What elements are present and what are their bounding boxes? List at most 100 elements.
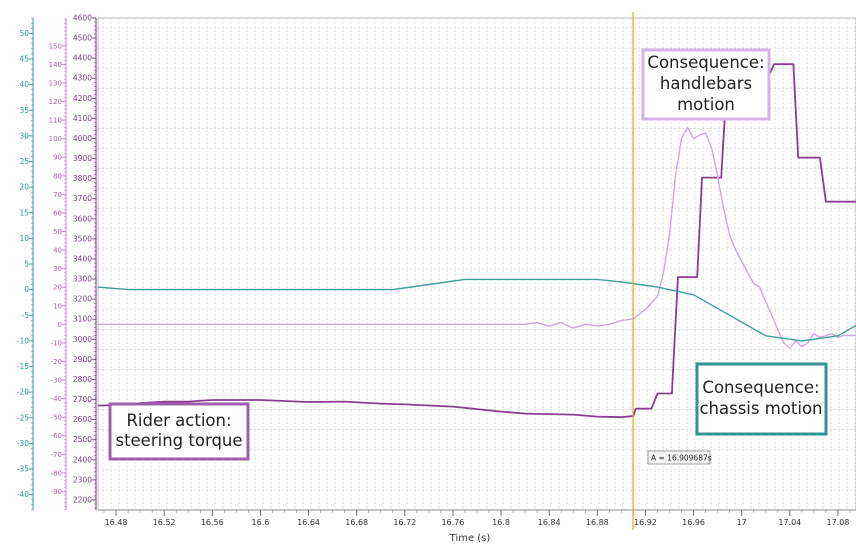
y-tick-label-teal: 0 [24,285,29,294]
y-tick-label-violet: 130 [49,79,62,87]
y-tick-label-purple: 3200 [73,295,92,304]
annotation-text: handlebars [660,74,752,93]
annotation-text: Consequence: [647,53,764,72]
y-tick-label-purple: 3500 [73,234,92,243]
y-tick-label-teal: 30 [19,131,29,140]
y-tick-label-violet: 80 [53,172,62,180]
y-tick-label-purple: 3300 [73,275,92,284]
annotation-text: steering torque [115,431,242,450]
y-tick-label-teal: -5 [22,311,30,320]
y-tick-label-violet: 0 [58,321,62,329]
y-tick-label-teal: -15 [17,362,29,371]
y-tick-label-teal: 10 [19,234,29,243]
y-tick-label-purple: 2700 [73,395,92,404]
y-tick-label-violet: 30 [53,265,62,273]
annotation-box [695,362,828,436]
y-tick-label-teal: -35 [17,465,29,474]
y-tick-label-violet: 140 [49,61,62,69]
y-tick-label-violet: 90 [53,154,62,162]
y-tick-label-violet: -50 [51,414,62,422]
annotation-text: chassis motion [699,399,822,418]
y-tick-label-violet: -40 [51,395,62,403]
y-tick-label-violet: 100 [49,135,62,143]
x-axis-title: Time (s) [449,533,491,544]
x-tick-label: 16.84 [538,518,561,527]
y-tick-label-teal: 25 [19,157,29,166]
y-tick-label-purple: 3000 [73,335,92,344]
x-tick-label: 16.6 [252,518,270,527]
y-tick-label-violet: 110 [49,117,62,125]
x-tick-label: 16.72 [393,518,416,527]
annotation-text: motion [677,95,735,114]
y-tick-label-purple: 4500 [73,34,92,43]
y-tick-label-purple: 2200 [73,495,92,504]
y-tick-label-purple: 3700 [73,194,92,203]
annotations: Rider action:steering torque Consequence:… [108,48,828,461]
series-line-teal [97,278,856,342]
annotation-text: Consequence: [702,378,819,397]
y-tick-label-teal: -10 [17,336,29,345]
y-tick-label-teal: 50 [19,29,29,38]
y-tick-label-purple: 2400 [73,455,92,464]
y-tick-label-violet: 40 [53,247,62,255]
y-tick-label-violet: -60 [51,432,62,440]
x-tick-label: 16.76 [441,518,464,527]
y-tick-label-violet: 20 [53,284,62,292]
y-tick-label-violet: -20 [51,358,62,366]
y-tick-label-teal: -20 [17,388,29,397]
y-tick-label-purple: 4600 [73,14,92,23]
series-line-violet [98,126,856,350]
y-tick-label-teal: 40 [19,80,29,89]
y-tick-label-violet: 150 [49,42,62,50]
y-tick-label-purple: 3400 [73,254,92,263]
y-tick-label-violet: 60 [53,209,62,217]
y-tick-label-violet: 10 [53,302,62,310]
y-tick-label-purple: 4200 [73,94,92,103]
cursor-label-box [647,450,711,465]
x-tick-label: 16.56 [201,518,224,527]
y-tick-label-teal: -40 [17,490,29,499]
y-tick-label-purple: 3800 [73,174,92,183]
series-line-purple [97,63,856,419]
x-tick-label: 17 [737,518,747,527]
annotation-text: Rider action: [126,411,231,430]
x-tick-label: 16.96 [682,518,705,527]
y-tick-label-violet: 70 [53,191,62,199]
y-tick-label-purple: 2300 [73,475,92,484]
y-tick-label-purple: 3600 [73,214,92,223]
x-tick-label: 16.52 [153,518,176,527]
y-tick-label-violet: -80 [51,469,62,477]
y-tick-label-violet: -30 [51,377,62,385]
y-tick-label-violet: 120 [49,98,62,106]
x-tick-label: 16.8 [492,518,510,527]
y-tick-label-violet: 50 [53,228,62,236]
y-tick-label-teal: 20 [19,183,29,192]
y-tick-label-teal: 35 [19,106,29,115]
y-tick-label-teal: 5 [24,260,29,269]
y-tick-label-purple: 4400 [73,54,92,63]
x-tick-label: 16.92 [634,518,657,527]
x-tick-label: 17.04 [778,518,801,527]
y-tick-label-purple: 4100 [73,114,92,123]
y-tick-label-purple: 2600 [73,415,92,424]
y-tick-label-violet: -70 [51,451,62,459]
y-tick-label-purple: 2900 [73,355,92,364]
y-tick-label-violet: -10 [51,339,62,347]
y-tick-label-teal: 45 [19,55,29,64]
y-tick-label-teal: -25 [17,413,29,422]
y-tick-label-purple: 3900 [73,154,92,163]
y-tick-label-violet: -90 [51,488,62,496]
cursor-label: A = 16.909687s [651,454,712,463]
y-tick-label-purple: 4300 [73,74,92,83]
y-tick-label-purple: 3100 [73,315,92,324]
y-tick-label-purple: 2800 [73,375,92,384]
y-tick-label-purple: 4000 [73,134,92,143]
x-tick-label: 16.48 [105,518,128,527]
axes: 50454035302520151050-5-10-15-20-25-30-35… [17,14,856,527]
y-tick-label-teal: -30 [17,439,29,448]
annotation-box [108,402,250,461]
cursor[interactable]: A = 16.909687s [632,12,712,530]
y-tick-label-teal: 15 [19,208,29,217]
x-tick-label: 16.68 [345,518,368,527]
